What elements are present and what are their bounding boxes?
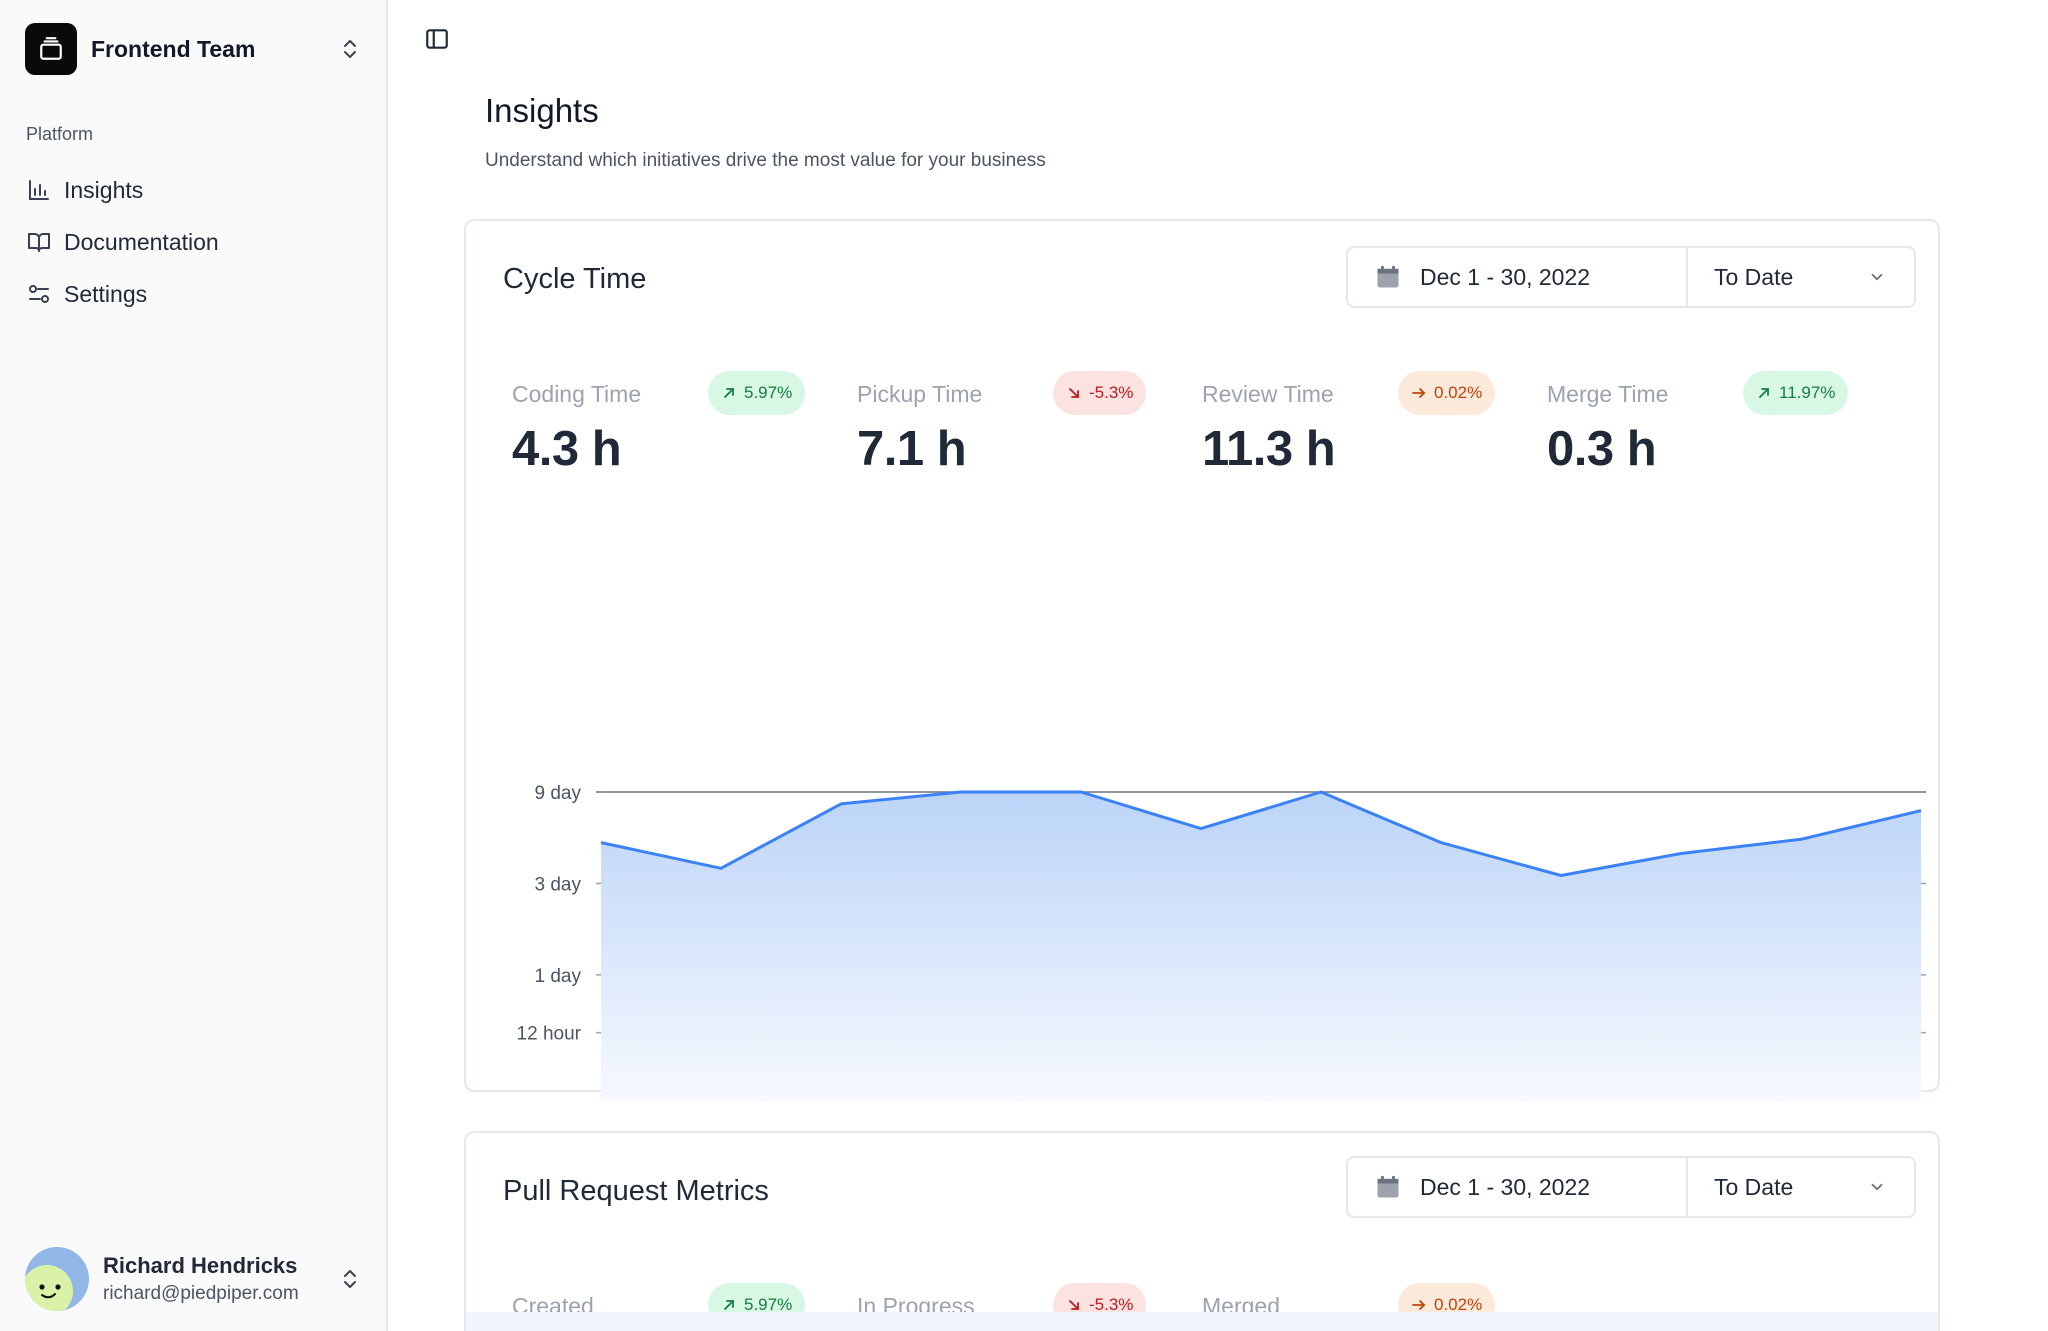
y-tick-label: 3 day (535, 874, 582, 895)
team-switcher[interactable]: Frontend Team (25, 22, 365, 76)
trend-value: 11.97% (1779, 383, 1836, 402)
bar-chart-icon (26, 177, 52, 203)
arrow-up-right-icon (1759, 388, 1769, 398)
calendar-icon (1377, 1175, 1399, 1198)
metric-merge-time: Merge Time 0.3 h 11.97% (1547, 371, 1849, 481)
card-title: Pull Request Metrics (503, 1175, 769, 1207)
user-info: Richard Hendricks richard@piedpiper.com (103, 1253, 339, 1305)
trend-value: -5.3% (1089, 1295, 1134, 1314)
metric-coding-time: Coding Time 4.3 h 5.97% (512, 371, 812, 481)
trend-value: 5.97% (744, 383, 793, 402)
metric-pickup-time: Pickup Time 7.1 h -5.3% (857, 371, 1157, 481)
team-name: Frontend Team (91, 35, 256, 62)
metric-value: 11.3 h (1202, 422, 1336, 476)
chevron-down-icon (1871, 273, 1883, 281)
period-select-value: To Date (1714, 263, 1794, 290)
sliders-icon (26, 281, 52, 307)
sidebar-nav: Insights Documentation Settings (26, 164, 366, 320)
chart-area (601, 792, 1921, 1101)
card-title: Cycle Time (503, 263, 647, 295)
sidebar-toggle-icon[interactable] (424, 26, 450, 52)
date-range-picker[interactable]: Dec 1 - 30, 2022 To Date (1346, 1156, 1916, 1218)
sidebar-item-label: Insights (64, 176, 144, 203)
metric-label: Review Time (1202, 381, 1334, 407)
calendar-icon (1377, 265, 1399, 288)
user-email: richard@piedpiper.com (103, 1283, 299, 1304)
metric-label: Coding Time (512, 381, 642, 407)
trend-value: 0.02% (1434, 1295, 1483, 1314)
trend-value: 5.97% (744, 1295, 793, 1314)
date-range-picker[interactable]: Dec 1 - 30, 2022 To Date (1346, 246, 1916, 308)
avatar (25, 1247, 89, 1311)
book-icon (26, 229, 52, 255)
metric-merged: Merged 0.02% (1202, 1283, 1502, 1331)
arrow-right-icon (1412, 1300, 1426, 1310)
sidebar-item-label: Documentation (64, 228, 219, 255)
trend-badge: -5.3% (1053, 371, 1147, 415)
date-range-button[interactable]: Dec 1 - 30, 2022 (1348, 248, 1688, 306)
page-title: Insights (485, 92, 599, 129)
metric-value: 0.3 h (1547, 422, 1657, 476)
sidebar-item-settings[interactable]: Settings (26, 268, 366, 320)
chevrons-up-down-icon[interactable] (339, 1265, 361, 1293)
y-tick-label: 9 day (535, 783, 582, 804)
pull-request-metrics-card: Pull Request Metrics Dec 1 - 30, 2022 To… (464, 1131, 1940, 1331)
cycle-time-card: Cycle Time Dec 1 - 30, 2022 To Date Codi… (464, 219, 1940, 1101)
date-range-button[interactable]: Dec 1 - 30, 2022 (1348, 1158, 1688, 1216)
trend-value: -5.3% (1089, 383, 1134, 402)
chart-line (600, 790, 1922, 877)
user-name: Richard Hendricks (103, 1253, 298, 1278)
user-menu[interactable]: Richard Hendricks richard@piedpiper.com (25, 1246, 365, 1312)
sidebar-item-documentation[interactable]: Documentation (26, 216, 366, 268)
date-range-text: Dec 1 - 30, 2022 (1420, 1173, 1591, 1200)
page-subtitle: Understand which initiatives drive the m… (485, 150, 1046, 171)
arrow-down-right-icon (1069, 1300, 1079, 1310)
team-logo (25, 23, 77, 75)
sidebar: Frontend Team Platform Insights Document… (0, 0, 388, 1331)
trend-badge: 0.02% (1398, 371, 1496, 415)
metric-label: Pickup Time (857, 381, 983, 407)
period-select-value: To Date (1714, 1173, 1794, 1200)
sidebar-item-label: Settings (64, 280, 148, 307)
metric-value: 7.1 h (857, 422, 967, 476)
metric-review-time: Review Time 11.3 h 0.02% (1202, 371, 1502, 481)
period-select[interactable]: To Date (1688, 1158, 1914, 1216)
section-label-platform: Platform (26, 124, 94, 144)
chevrons-up-down-icon[interactable] (339, 35, 361, 63)
trend-badge: 11.97% (1743, 371, 1849, 415)
chevron-down-icon (1871, 1183, 1883, 1191)
arrow-down-right-icon (1069, 388, 1079, 398)
metric-value: 4.3 h (512, 422, 622, 476)
arrow-up-right-icon (724, 1300, 734, 1310)
trend-value: 0.02% (1434, 383, 1483, 402)
trend-badge: 0.02% (1398, 1283, 1496, 1327)
metric-label: Merge Time (1547, 381, 1669, 407)
sidebar-item-insights[interactable]: Insights (26, 164, 366, 216)
trend-badge: 5.97% (708, 371, 806, 415)
date-range-text: Dec 1 - 30, 2022 (1420, 263, 1591, 290)
y-tick-label: 12 hour (517, 1024, 582, 1045)
arrow-up-right-icon (724, 388, 734, 398)
y-tick-label: 1 day (535, 966, 582, 987)
arrow-right-icon (1412, 388, 1426, 398)
chart-preview-strip (466, 1312, 1938, 1331)
period-select[interactable]: To Date (1688, 248, 1914, 306)
